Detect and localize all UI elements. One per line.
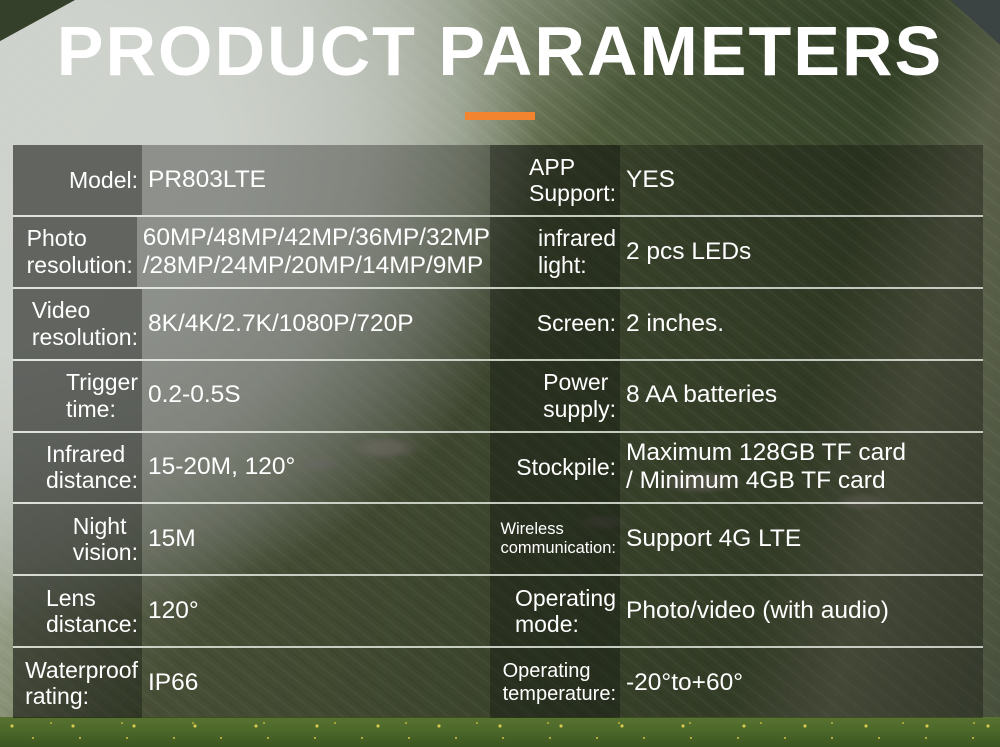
- spec-label-cell: Operating temperature:: [490, 648, 620, 718]
- spec-value-cell: 15M: [142, 504, 490, 575]
- spec-value: 0.2-0.5S: [148, 381, 241, 409]
- spec-value-cell: PR803LTE: [142, 145, 490, 215]
- spec-value-cell: Photo/video (with audio): [620, 576, 983, 647]
- spec-label-cell: Operating mode:: [490, 576, 620, 647]
- spec-value: 120°: [148, 597, 199, 625]
- spec-label-cell: Waterproof rating:: [13, 648, 142, 718]
- spec-label: infrared light:: [538, 225, 616, 278]
- spec-row: Lens distance: 120°: [13, 574, 490, 647]
- page-title: PRODUCT PARAMETERS: [56, 12, 944, 90]
- spec-row: Infrared distance: 15-20M, 120°: [13, 430, 490, 503]
- spec-label: Waterproof rating:: [25, 656, 138, 710]
- spec-value: IP66: [148, 668, 199, 696]
- spec-label: Lens distance:: [45, 584, 138, 638]
- spec-label-cell: Trigger time:: [13, 360, 142, 431]
- spec-value-cell: YES: [620, 145, 983, 215]
- spec-row: Operating temperature: -20°to+60°: [490, 646, 983, 718]
- spec-row: Power supply: 8 AA batteries: [490, 358, 983, 431]
- spec-value-cell: 8 AA batteries: [620, 360, 983, 431]
- spec-label-cell: Model:: [13, 145, 142, 215]
- spec-value: 60MP/48MP/42MP/36MP/32MP /28MP/24MP/20MP…: [142, 223, 490, 279]
- spec-row: Model: PR803LTE: [13, 145, 490, 215]
- spec-value-cell: Support 4G LTE: [620, 504, 983, 575]
- spec-row: infrared light: 2 pcs LEDs: [490, 214, 983, 287]
- spec-table: Model: PR803LTE Photo resolution: 60MP/4…: [13, 145, 983, 718]
- spec-row: Photo resolution: 60MP/48MP/42MP/36MP/32…: [13, 214, 490, 287]
- spec-label: Screen:: [536, 310, 616, 337]
- spec-row: Screen: 2 inches.: [490, 286, 983, 359]
- spec-row: Operating mode: Photo/video (with audio): [490, 574, 983, 647]
- spec-value: -20°to+60°: [626, 668, 743, 696]
- spec-label-cell: Video resolution:: [13, 288, 142, 359]
- spec-value-cell: Maximum 128GB TF card / Minimum 4GB TF c…: [620, 432, 983, 503]
- spec-label: Operating temperature:: [502, 660, 616, 706]
- spec-label: Stockpile:: [516, 454, 616, 481]
- spec-label: Video resolution:: [31, 297, 138, 350]
- spec-label: Photo resolution:: [26, 225, 133, 278]
- spec-row: APP Support: YES: [490, 145, 983, 215]
- spec-value-cell: 0.2-0.5S: [142, 360, 490, 431]
- spec-value: YES: [626, 165, 676, 193]
- spec-label: Infrared distance:: [45, 441, 138, 494]
- spec-value: 8 AA batteries: [626, 381, 778, 409]
- spec-row: Waterproof rating: IP66: [13, 646, 490, 718]
- spec-row: Wireless communication: Support 4G LTE: [490, 502, 983, 575]
- spec-label-cell: Wireless communication:: [490, 504, 620, 575]
- spec-value: 2 pcs LEDs: [626, 237, 752, 265]
- spec-label-cell: Lens distance:: [13, 576, 142, 647]
- spec-row: Stockpile: Maximum 128GB TF card / Minim…: [490, 430, 983, 503]
- spec-value: 15-20M, 120°: [148, 453, 296, 481]
- spec-value: Maximum 128GB TF card / Minimum 4GB TF c…: [626, 439, 907, 495]
- spec-value: PR803LTE: [148, 165, 267, 193]
- spec-label-cell: infrared light:: [490, 216, 620, 287]
- spec-row: Video resolution: 8K/4K/2.7K/1080P/720P: [13, 286, 490, 359]
- spec-value: Support 4G LTE: [626, 525, 802, 553]
- title-accent-dash: [465, 112, 535, 120]
- spec-value-cell: -20°to+60°: [620, 648, 983, 718]
- spec-value-cell: 2 pcs LEDs: [620, 216, 983, 287]
- spec-label: APP Support:: [529, 153, 616, 206]
- spec-label-cell: Night vision:: [13, 504, 142, 575]
- spec-value-cell: IP66: [142, 648, 490, 718]
- spec-label-cell: Infrared distance:: [13, 432, 142, 503]
- spec-label-cell: Screen:: [490, 288, 620, 359]
- spec-column-right: APP Support: YES infrared light: 2 pcs L…: [490, 145, 983, 718]
- spec-label-cell: Photo resolution:: [13, 216, 137, 287]
- spec-value: 15M: [148, 525, 196, 553]
- spec-label-cell: Stockpile:: [490, 432, 620, 503]
- spec-label-cell: APP Support:: [490, 145, 620, 215]
- spec-value-cell: 15-20M, 120°: [142, 432, 490, 503]
- spec-row: Night vision: 15M: [13, 502, 490, 575]
- spec-label: Night vision:: [72, 512, 138, 566]
- spec-column-left: Model: PR803LTE Photo resolution: 60MP/4…: [13, 145, 490, 718]
- spec-label-cell: Power supply:: [490, 360, 620, 431]
- spec-value-cell: 2 inches.: [620, 288, 983, 359]
- spec-value: Photo/video (with audio): [626, 597, 889, 625]
- spec-value-cell: 120°: [142, 576, 490, 647]
- spec-row: Trigger time: 0.2-0.5S: [13, 358, 490, 431]
- spec-label: Operating mode:: [514, 584, 616, 638]
- flower-meadow-strip: [0, 717, 1000, 747]
- spec-label: Power supply:: [543, 369, 616, 422]
- spec-value-cell: 8K/4K/2.7K/1080P/720P: [142, 288, 490, 359]
- spec-label: Model:: [68, 166, 138, 193]
- spec-value: 2 inches.: [626, 309, 725, 337]
- spec-value-cell: 60MP/48MP/42MP/36MP/32MP /28MP/24MP/20MP…: [136, 216, 490, 287]
- spec-label: Wireless communication:: [500, 520, 616, 558]
- spec-value: 8K/4K/2.7K/1080P/720P: [148, 309, 414, 337]
- spec-label: Trigger time:: [66, 369, 138, 422]
